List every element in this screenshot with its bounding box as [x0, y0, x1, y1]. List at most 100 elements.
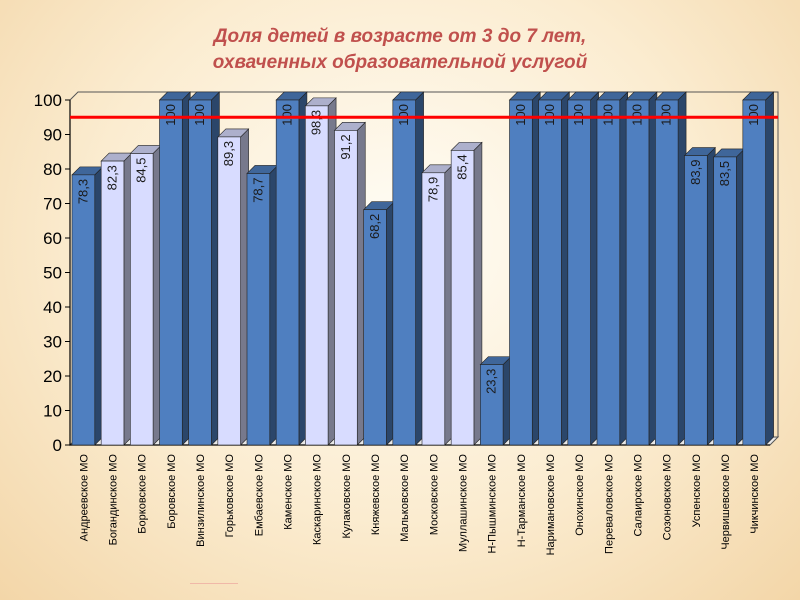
bar-front [217, 136, 241, 446]
bar: 78,3 [71, 166, 104, 446]
x-category-label: Андреевское МО [78, 454, 90, 542]
bar: 78,7 [246, 164, 279, 446]
x-category-label: Винзилинское МО [195, 454, 207, 547]
bar-front [188, 99, 212, 446]
bar-front [159, 99, 183, 446]
bar: 84,5 [129, 144, 162, 446]
bar-front [305, 105, 329, 446]
bar: 100 [275, 91, 308, 446]
bar: 98,3 [304, 97, 337, 446]
x-category-label: Боровское МО [166, 454, 178, 529]
x-category-label: Салаирское МО [633, 454, 645, 537]
bar-value-label: 100 [163, 104, 178, 126]
bar: 100 [567, 91, 600, 446]
bar-value-label: 83,5 [717, 161, 732, 186]
x-category-label: Мальковское МО [399, 454, 411, 542]
y-tick-label: 80 [43, 160, 62, 179]
x-category-label: Червишевское МО [720, 454, 732, 550]
bar-value-label: 100 [571, 104, 586, 126]
bar: 100 [508, 91, 541, 446]
bar-front [655, 99, 679, 446]
y-tick-label: 50 [43, 264, 62, 283]
bar-value-label: 91,2 [338, 134, 353, 159]
bar-front [480, 364, 504, 446]
bar-value-label: 83,9 [688, 160, 703, 185]
x-category-label: Н-Пышминское МО [487, 454, 499, 554]
x-category-label: Каменское МО [283, 454, 295, 530]
x-category-label: Кулаковское МО [341, 454, 353, 539]
x-category-label: Наримановское МО [545, 454, 557, 556]
bar-front [130, 153, 154, 446]
bar-front [275, 99, 300, 446]
y-tick-label: 10 [43, 402, 62, 421]
bar: 89,3 [217, 128, 250, 446]
x-category-label: Горьковское МО [224, 454, 236, 538]
x-category-label: Княжевское МО [370, 454, 382, 536]
bar: 100 [187, 91, 221, 446]
y-tick-label: 90 [43, 126, 62, 145]
x-category-label: Успенское МО [691, 454, 703, 528]
bar: 83,5 [712, 148, 746, 446]
chart-title: Доля детей в возрасте от 3 до 7 лет, охв… [0, 24, 800, 76]
bar: 68,2 [362, 200, 396, 446]
bar-front [363, 209, 387, 446]
bar: 82,3 [100, 152, 133, 446]
bar-front [596, 99, 621, 446]
x-category-label: Московское МО [428, 454, 440, 536]
bar-value-label: 100 [746, 104, 761, 126]
bar: 100 [742, 91, 775, 446]
bar: 100 [537, 91, 571, 446]
bar: 100 [158, 91, 191, 446]
y-tick-label: 30 [43, 333, 62, 352]
bar-value-label: 98,3 [309, 110, 324, 135]
x-category-label: Богандинское МО [108, 454, 120, 546]
bar-value-label: 100 [630, 104, 645, 126]
bar-front [421, 172, 446, 446]
bar: 100 [654, 91, 687, 446]
bar-value-label: 100 [192, 104, 207, 126]
bar-front [71, 174, 96, 446]
x-category-label: Борковское МО [137, 454, 149, 534]
bar-value-label: 100 [280, 104, 295, 126]
bar-value-label: 100 [513, 104, 528, 126]
bar-value-label: 100 [396, 104, 411, 126]
bar-side [765, 91, 774, 446]
bar-value-label: 78,3 [75, 179, 90, 204]
x-category-label: Созоновское МО [662, 454, 674, 541]
bar-value-label: 84,5 [134, 157, 149, 182]
y-tick-label: 60 [43, 229, 62, 248]
bar-value-label: 85,4 [455, 154, 470, 179]
bar-front [246, 173, 271, 446]
x-category-label: Онохинское МО [574, 454, 586, 536]
y-tick-label: 0 [53, 436, 62, 455]
x-category-label: Чикчинское МО [749, 454, 761, 534]
y-tick-label: 70 [43, 195, 62, 214]
x-category-label: Муллашинское МО [458, 454, 470, 552]
bar-front [625, 99, 650, 446]
bar-front [450, 150, 475, 446]
bar-value-label: 100 [659, 104, 674, 126]
bar-front [538, 99, 562, 446]
bar: 78,9 [421, 164, 454, 446]
bar: 100 [392, 91, 425, 446]
bar-front [334, 130, 358, 446]
bar-front [567, 99, 591, 446]
footer-divider [190, 583, 238, 584]
bar-front [742, 99, 766, 446]
chart-title-line-2: охваченных образовательной услугой [212, 52, 588, 73]
bar-value-label: 82,3 [105, 165, 120, 190]
y-tick-label: 40 [43, 298, 62, 317]
bar-value-label: 89,3 [221, 141, 236, 166]
chart-title-line-1: Доля детей в возрасте от 3 до 7 лет, [213, 26, 587, 47]
y-tick-label: 20 [43, 367, 62, 386]
bar-front [100, 160, 125, 446]
bar-value-label: 78,9 [425, 177, 440, 202]
x-category-label: Переваловское МО [603, 454, 615, 554]
bar-front [713, 156, 737, 446]
bar: 100 [596, 91, 629, 446]
bar-value-label: 100 [542, 104, 557, 126]
y-tick-label: 100 [34, 91, 62, 110]
x-category-label: Каскаринское МО [312, 454, 324, 545]
bar-value-label: 68,2 [367, 214, 382, 239]
